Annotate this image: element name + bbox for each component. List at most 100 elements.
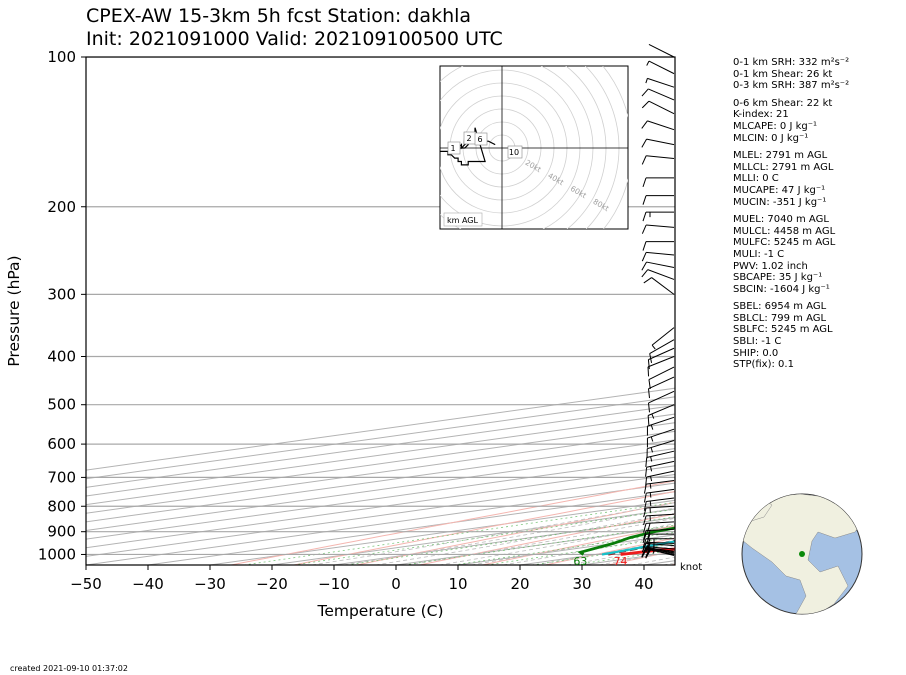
index-row: MLLCL: 2791 m AGL <box>733 161 834 173</box>
wind-barb-half-flag <box>650 466 653 472</box>
surface-dewpoint-label: 63 <box>573 555 587 568</box>
wind-barb <box>649 339 675 363</box>
wind-barb-half-flag <box>650 447 654 453</box>
wind-barb-staff <box>647 77 675 88</box>
wind-barb <box>645 460 675 477</box>
wind-barb <box>647 347 675 370</box>
wind-barb-staff <box>647 439 675 450</box>
wind-barb <box>642 533 674 544</box>
plot-frame <box>85 56 676 566</box>
wind-barb-staff <box>646 261 675 269</box>
hodograph-legend-label: km AGL <box>447 216 479 225</box>
index-row: MLCAPE: 0 J kg⁻¹ <box>733 120 818 132</box>
wind-barb-flag <box>642 241 647 251</box>
isotherm-line <box>86 422 675 506</box>
wind-barb-staff <box>649 339 675 354</box>
wind-barb-flag <box>643 523 647 533</box>
hodograph-height-box <box>507 145 523 159</box>
wind-barb <box>646 416 675 436</box>
wind-barb-flag <box>648 388 651 399</box>
isotherm-line <box>86 465 675 549</box>
mixing-ratio-line <box>346 516 675 565</box>
wind-barb-staff <box>648 376 675 390</box>
mixing-ratio-line <box>243 501 675 565</box>
moist-adiabat-line <box>311 502 675 565</box>
hodograph-height-label: 10 <box>509 148 519 157</box>
wind-barb-staff <box>646 479 675 485</box>
wind-barb-staff <box>646 505 675 509</box>
chart-title-line-1: CPEX-AW 15-3km 5h fcst Station: dakhla <box>86 5 472 27</box>
wind-barb-flag <box>647 523 651 533</box>
wind-barb <box>646 60 675 75</box>
wind-barb <box>647 356 675 377</box>
wind-barb-half-flag <box>646 60 650 66</box>
wind-barb-staff <box>648 366 675 381</box>
index-row: SHIP: 0.0 <box>733 347 779 359</box>
index-row: MLLI: 0 C <box>733 173 779 185</box>
wind-barb-flag <box>641 261 647 271</box>
dry-adiabat-line <box>419 513 675 565</box>
x-tick-label: 40 <box>634 575 653 593</box>
wind-barb-staff <box>646 460 675 468</box>
index-row: MUCAPE: 47 J kg⁻¹ <box>733 184 826 196</box>
wind-barb <box>643 488 675 503</box>
index-row: SBEL: 6954 m AGL <box>733 301 827 313</box>
wind-barb-flag <box>642 195 647 205</box>
wind-barb <box>646 428 675 448</box>
y-axis-title: Pressure (hPa) <box>5 255 23 366</box>
wind-barb <box>648 390 675 413</box>
wind-barb-flag <box>642 533 647 544</box>
index-row: MUEL: 7040 m AGL <box>733 214 829 226</box>
wind-barb <box>642 211 674 222</box>
wind-barb <box>642 538 674 548</box>
wind-barb <box>643 521 675 533</box>
wind-barb <box>641 269 675 280</box>
wind-barb-half-flag <box>651 413 655 419</box>
wind-barb-staff <box>646 251 675 256</box>
index-row: MLCIN: 0 J kg⁻¹ <box>733 132 809 144</box>
wind-barb-flag <box>641 88 649 97</box>
wind-barb-flag <box>645 546 651 556</box>
wind-barb <box>643 528 675 540</box>
wind-barb <box>641 224 675 234</box>
hodograph-height-label: 1 <box>450 144 455 153</box>
wind-barb <box>642 177 674 188</box>
hodograph-legend-box <box>443 212 483 227</box>
x-tick-label: 10 <box>448 575 467 593</box>
wind-barb-staff <box>651 327 675 346</box>
mixing-ratio-line <box>293 508 675 565</box>
wind-barb <box>641 120 675 131</box>
wind-barb-flag <box>642 177 647 188</box>
index-row: MULI: -1 C <box>733 248 785 260</box>
wind-barb-staff <box>648 390 675 404</box>
wind-barb <box>641 261 675 271</box>
wind-barb-half-flag <box>650 424 654 430</box>
wind-barb-half-flag <box>649 483 652 489</box>
wind-barb <box>641 546 675 556</box>
index-row: 0-6 km Shear: 22 kt <box>733 97 833 109</box>
wind-barb-half-flag <box>650 436 654 442</box>
wind-barb-flag <box>646 538 651 548</box>
wind-barb-staff <box>648 347 675 361</box>
index-row: SBLFC: 5245 m AGL <box>733 324 833 336</box>
wind-barb-flag <box>641 546 647 556</box>
wind-barb-staff <box>646 521 675 524</box>
wind-barb <box>643 505 675 518</box>
wind-barb <box>642 241 674 251</box>
wind-barb-staff <box>646 513 675 517</box>
wind-barbs <box>641 44 675 559</box>
wind-barb-half-flag <box>645 78 648 84</box>
y-tick-label: 600 <box>47 435 76 453</box>
wind-barb-flag <box>641 155 647 165</box>
moist-adiabat-line <box>407 517 675 565</box>
wind-barb-staff <box>646 497 675 502</box>
wind-barb-flag <box>647 366 650 377</box>
wind-barb-flag <box>648 379 651 390</box>
wind-barb <box>641 251 675 262</box>
x-tick-label: −20 <box>256 575 288 593</box>
index-row: SBCAPE: 35 J kg⁻¹ <box>733 272 823 284</box>
wind-barb-staff <box>646 548 675 555</box>
wind-barb-flag <box>642 542 647 552</box>
dry-adiabat-line <box>482 525 675 565</box>
